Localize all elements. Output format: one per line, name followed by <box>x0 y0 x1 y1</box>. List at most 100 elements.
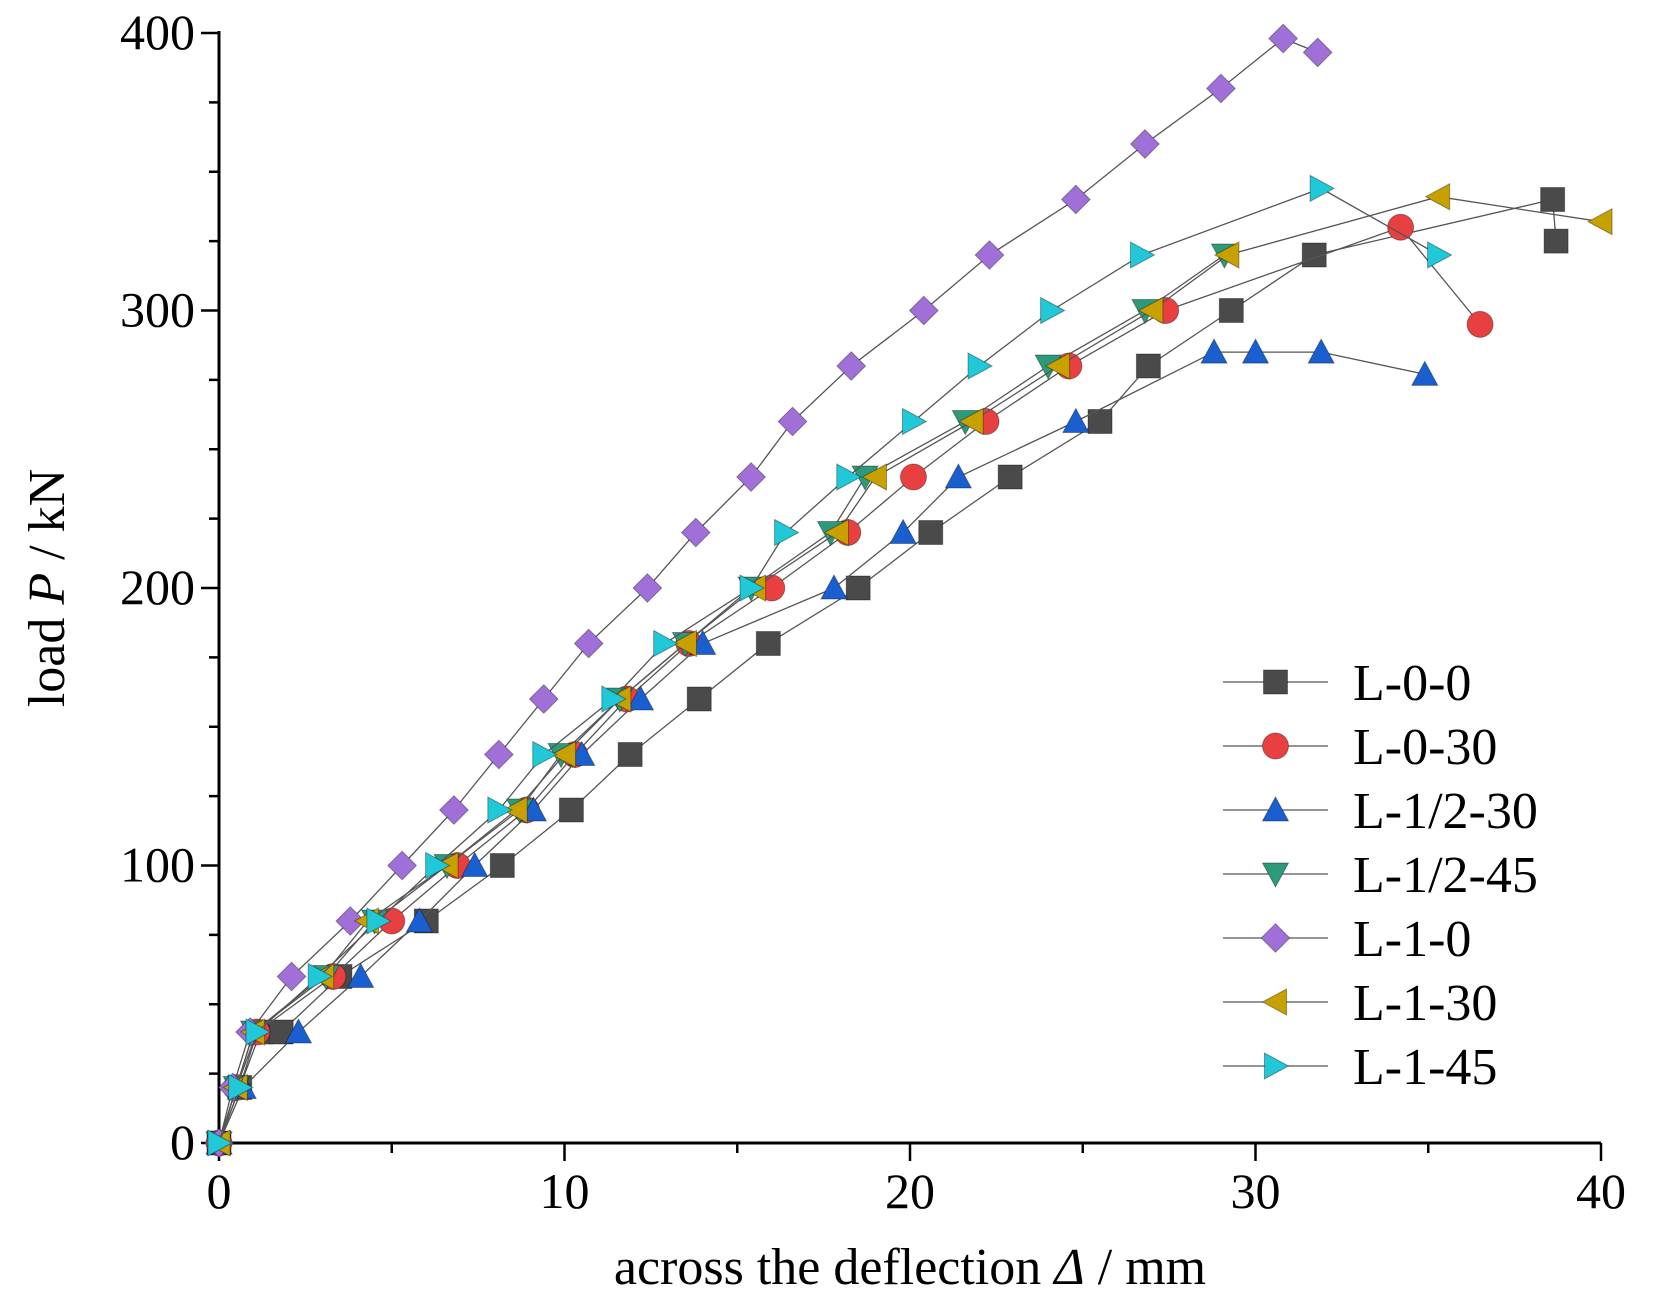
legend-entry-l-1-2-30: L-1/2-30 <box>1223 783 1538 840</box>
data-point-l-1-30 <box>671 629 697 658</box>
data-point-l-1-2-30 <box>346 962 375 989</box>
data-point-l-1-45 <box>1309 174 1336 203</box>
legend-label-l-1-45: L-1-45 <box>1353 1039 1497 1096</box>
data-point-l-1-2-30 <box>820 573 848 600</box>
data-point-l-1-45 <box>1129 241 1156 269</box>
data-point-l-1-0 <box>387 850 418 881</box>
data-point-l-1-30 <box>1424 182 1451 211</box>
y-tick-label: 300 <box>120 282 195 338</box>
legend-label-l-1-0: L-1-0 <box>1353 911 1471 968</box>
data-point-l-1-45 <box>425 851 451 880</box>
series-layer <box>203 23 1613 1159</box>
data-point-l-1-30 <box>861 463 887 491</box>
legend-entry-l-1-30: L-1-30 <box>1223 975 1497 1032</box>
data-point-l-1-2-30 <box>460 851 489 878</box>
legend-label-l-0-30: L-0-30 <box>1353 719 1497 776</box>
data-point-l-0-0 <box>918 520 944 545</box>
data-point-l-1-30 <box>1586 207 1613 236</box>
data-point-l-1-2-30 <box>889 518 917 545</box>
data-point-l-0-0 <box>1218 298 1244 323</box>
data-point-l-1-45 <box>228 1073 254 1102</box>
data-point-l-0-0 <box>845 575 871 601</box>
data-point-l-1-0 <box>1129 128 1160 160</box>
series-l-1-2-45 <box>205 243 1239 1158</box>
x-tick-label: 20 <box>885 1163 935 1219</box>
data-point-l-0-0 <box>1540 187 1566 212</box>
legend-entry-l-1-0: L-1-0 <box>1223 911 1471 968</box>
data-point-l-1-0 <box>483 739 514 770</box>
legend-label-l-1-2-45: L-1/2-45 <box>1353 847 1538 904</box>
data-point-l-1-2-30 <box>1062 407 1090 434</box>
legend-entry-l-1-2-45: L-1/2-45 <box>1223 847 1538 904</box>
legend-marker-l-0-30 <box>1262 732 1289 760</box>
data-point-l-1-45 <box>739 574 766 602</box>
series-line-l-1-0 <box>218 37 1318 1144</box>
data-point-l-1-0 <box>1205 73 1236 104</box>
legend-marker-l-1-45 <box>1263 1052 1290 1080</box>
data-point-l-1-45 <box>836 463 862 491</box>
data-point-l-0-0 <box>558 797 584 823</box>
data-point-l-1-2-30 <box>1200 338 1228 364</box>
data-point-l-1-45 <box>901 407 928 436</box>
series-line-l-0-30 <box>218 226 1481 1144</box>
data-point-l-0-0 <box>997 464 1023 490</box>
x-tick-label: 40 <box>1576 1163 1626 1219</box>
legend-label-l-0-0: L-0-0 <box>1353 655 1471 712</box>
data-point-l-1-30 <box>958 407 984 436</box>
series-l-1-0 <box>203 23 1333 1159</box>
series-line-l-1-2-30 <box>218 351 1425 1144</box>
data-point-l-0-0 <box>617 742 643 767</box>
x-tick-label: 10 <box>540 1163 590 1219</box>
legend-marker-l-1-30 <box>1261 988 1288 1016</box>
data-point-l-1-45 <box>207 1129 234 1157</box>
y-tick-label: 400 <box>120 4 195 60</box>
data-point-l-1-30 <box>823 518 849 547</box>
series-line-l-1-2-45 <box>218 254 1225 1144</box>
data-point-l-1-0 <box>777 406 808 437</box>
data-point-l-1-0 <box>276 961 307 992</box>
data-point-l-0-30 <box>899 463 927 491</box>
y-axis-title: load P / kN <box>19 469 76 707</box>
data-point-l-1-0 <box>1302 37 1333 68</box>
legend-label-l-1-30: L-1-30 <box>1353 975 1497 1032</box>
data-point-l-1-2-30 <box>405 906 434 933</box>
data-point-l-1-45 <box>532 740 558 769</box>
legend-entry-l-0-0: L-0-0 <box>1223 655 1471 712</box>
data-point-l-1-2-30 <box>284 1017 313 1044</box>
data-point-l-1-0 <box>836 350 867 382</box>
legend-entry-l-0-30: L-0-30 <box>1223 719 1497 776</box>
legend-marker-l-0-0 <box>1263 669 1288 695</box>
data-point-l-1-2-30 <box>1307 338 1335 364</box>
data-point-l-1-0 <box>528 683 559 715</box>
x-tick-label: 0 <box>207 1163 232 1219</box>
data-point-l-1-0 <box>974 239 1005 271</box>
y-tick-label: 200 <box>120 559 195 615</box>
data-point-l-1-0 <box>736 461 767 493</box>
data-point-l-0-0 <box>755 631 781 656</box>
x-tick-label: 30 <box>1231 1163 1281 1219</box>
data-point-l-0-30 <box>1466 310 1494 338</box>
data-point-l-1-30 <box>550 740 577 769</box>
legend-entry-l-1-45: L-1-45 <box>1223 1039 1497 1096</box>
data-point-l-0-0 <box>686 686 712 712</box>
data-point-l-0-0 <box>1135 353 1161 379</box>
data-point-l-0-0 <box>489 853 515 878</box>
data-point-l-1-0 <box>680 517 711 548</box>
legend-label-l-1-2-30: L-1/2-30 <box>1353 783 1538 840</box>
data-point-l-1-0 <box>573 628 604 659</box>
data-point-l-1-45 <box>487 796 513 824</box>
data-point-l-1-45 <box>653 629 679 658</box>
y-tick-label: 100 <box>120 837 195 893</box>
data-point-l-1-0 <box>908 295 939 326</box>
y-tick-label: 0 <box>170 1114 195 1170</box>
data-point-l-1-30 <box>1137 296 1164 325</box>
data-point-l-1-2-30 <box>1241 338 1270 364</box>
data-point-l-1-45 <box>967 352 994 380</box>
data-point-l-1-0 <box>1268 23 1299 54</box>
legend-marker-l-1-2-45 <box>1261 862 1290 889</box>
data-point-l-0-30 <box>1387 213 1415 241</box>
data-point-l-1-2-30 <box>1410 360 1439 386</box>
data-point-l-1-45 <box>366 907 392 935</box>
